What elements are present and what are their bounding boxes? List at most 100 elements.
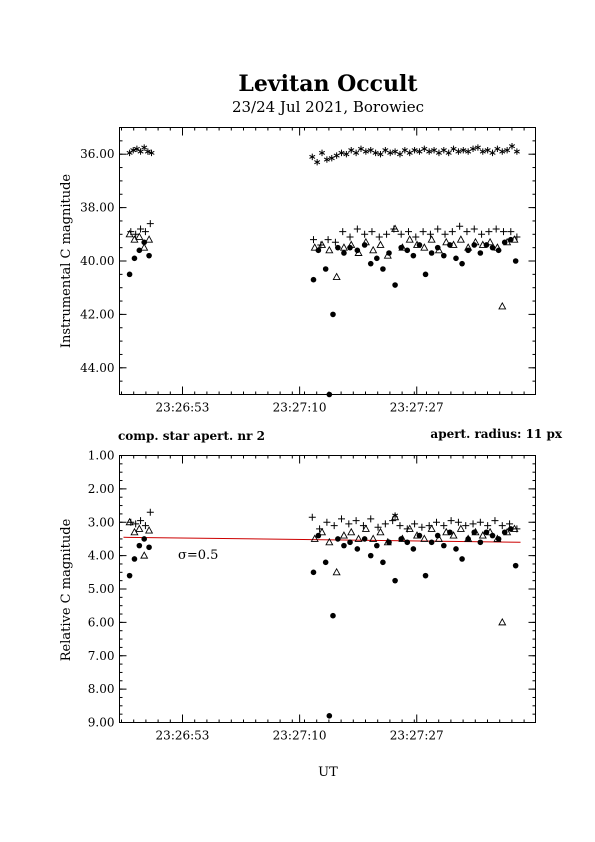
instrumental-dot-point	[322, 266, 329, 272]
instrumental-y-axis-label: Instrumental C magnitude	[59, 174, 74, 349]
relative-plus-point	[433, 518, 441, 526]
relative-triangle-point	[140, 551, 149, 559]
relative-dot-point	[447, 529, 453, 536]
instrumental-plus-point	[434, 225, 442, 233]
instrumental-triangle-point	[135, 232, 144, 240]
relative-plus-point	[396, 522, 404, 530]
aperture-radius-label: apert. radius: 11 px	[430, 427, 562, 441]
instrumental-triangle-point	[376, 240, 385, 248]
instrumental-y-tick-label: 40.00	[80, 254, 114, 268]
relative-dot-point	[489, 532, 496, 539]
instrumental-triangle-point	[498, 301, 507, 310]
instrumental-y-tick-label: 38.00	[80, 201, 114, 215]
relative-dot-point	[495, 536, 502, 542]
instrumental-asterisk-point	[367, 146, 374, 154]
relative-dot-point	[471, 529, 478, 536]
instrumental-plus-point	[309, 236, 317, 244]
instrumental-plus-point	[404, 228, 412, 236]
relative-dot-point	[434, 532, 441, 539]
instrumental-asterisk-point	[328, 155, 335, 162]
instrumental-dot-point	[471, 242, 478, 248]
relative-plus-point	[338, 515, 346, 523]
relative-dot-point	[136, 542, 143, 549]
instrumental-dot-point	[453, 255, 459, 262]
relative-dot-point	[315, 532, 322, 539]
relative-axis-ticks: 1.00 2.00 3.00 4.00 5.00 6.00 7.00 8.00 9.00 23:2…	[88, 449, 536, 743]
instrumental-asterisk-point	[362, 148, 369, 155]
mean-fit-line	[123, 536, 521, 543]
relative-dot-point	[441, 542, 447, 549]
instrumental-triangle-point	[325, 245, 334, 254]
instrumental-asterisk-point	[130, 146, 137, 154]
instrumental-dot-point	[380, 266, 386, 272]
instrumental-dot-point	[141, 239, 148, 246]
relative-dot-point	[380, 559, 386, 566]
instrumental-triangle-point	[339, 243, 349, 251]
instrumental-dot-point	[428, 250, 435, 256]
instrumental-asterisk-point	[333, 152, 340, 159]
relative-plot-frame	[119, 455, 536, 723]
instrumental-asterisk-point	[357, 145, 365, 153]
comp-star-label: comp. star apert. nr 2	[118, 429, 265, 443]
instrumental-x-tick-label: 23:27:10	[273, 401, 327, 415]
relative-triangle-point	[376, 527, 385, 536]
instrumental-asterisk-point	[396, 151, 403, 158]
relative-plus-point	[418, 523, 426, 531]
relative-dot-point	[141, 536, 148, 542]
instrumental-dot-point	[315, 247, 322, 254]
instrumental-triangle-point	[332, 272, 341, 280]
relative-dot-point	[341, 542, 347, 549]
instrumental-dot-point	[374, 255, 380, 262]
instrumental-dot-point	[386, 250, 392, 256]
relative-plus-point	[454, 518, 462, 526]
relative-dot-point	[501, 529, 508, 536]
relative-plus-point	[367, 515, 375, 523]
relative-dot-point	[477, 539, 484, 546]
chart-title: Levitan Occult	[238, 71, 418, 97]
relative-triangle-point	[498, 617, 507, 626]
instrumental-asterisk-point	[421, 145, 428, 153]
relative-dot-point	[465, 536, 471, 542]
instrumental-dot-point	[495, 247, 502, 254]
instrumental-asterisk-point	[382, 146, 389, 154]
relative-triangle-point	[427, 524, 436, 532]
relative-dot-point	[330, 612, 336, 619]
instrumental-plus-point	[397, 230, 405, 238]
relative-data-marks	[123, 508, 521, 719]
instrumental-triangle-point	[125, 229, 134, 238]
instrumental-asterisk-point	[435, 149, 442, 157]
relative-plus-point	[352, 517, 360, 525]
instrumental-triangle-point	[420, 243, 429, 251]
instrumental-asterisk-point	[348, 146, 355, 154]
relative-plus-point	[146, 508, 154, 516]
relative-plus-point	[330, 522, 338, 530]
instrumental-dot-point	[483, 242, 490, 248]
instrumental-asterisk-point	[338, 149, 345, 157]
instrumental-asterisk-point	[343, 151, 350, 158]
relative-dot-point	[410, 546, 417, 552]
instrumental-plus-point	[127, 228, 135, 236]
relative-asterisk-point	[392, 512, 399, 519]
instrumental-triangle-point	[456, 235, 465, 243]
instrumental-asterisk-point	[445, 149, 452, 157]
relative-y-tick-label: 1.00	[88, 449, 115, 463]
relative-plus-point	[137, 517, 145, 525]
relative-triangle-point	[369, 534, 378, 542]
relative-x-tick-label: 23:27:10	[273, 729, 327, 743]
x-axis-label: UT	[318, 765, 338, 780]
instrumental-plus-point	[353, 225, 361, 233]
instrumental-triangle-point	[427, 235, 436, 243]
instrumental-dot-point	[335, 244, 341, 251]
instrumental-asterisk-point	[513, 148, 520, 155]
relative-y-tick-label: 3.00	[88, 515, 115, 529]
relative-dot-point	[131, 556, 138, 562]
relative-triangle-point	[317, 527, 327, 536]
relative-dot-point	[374, 542, 380, 549]
relative-dot-point	[392, 577, 398, 584]
instrumental-plus-point	[507, 228, 515, 236]
relative-dot-point	[126, 572, 133, 579]
instrumental-plus-point	[478, 230, 486, 238]
relative-dot-point	[361, 536, 368, 542]
relative-plus-point	[447, 517, 455, 525]
instrumental-dot-point	[434, 244, 441, 251]
